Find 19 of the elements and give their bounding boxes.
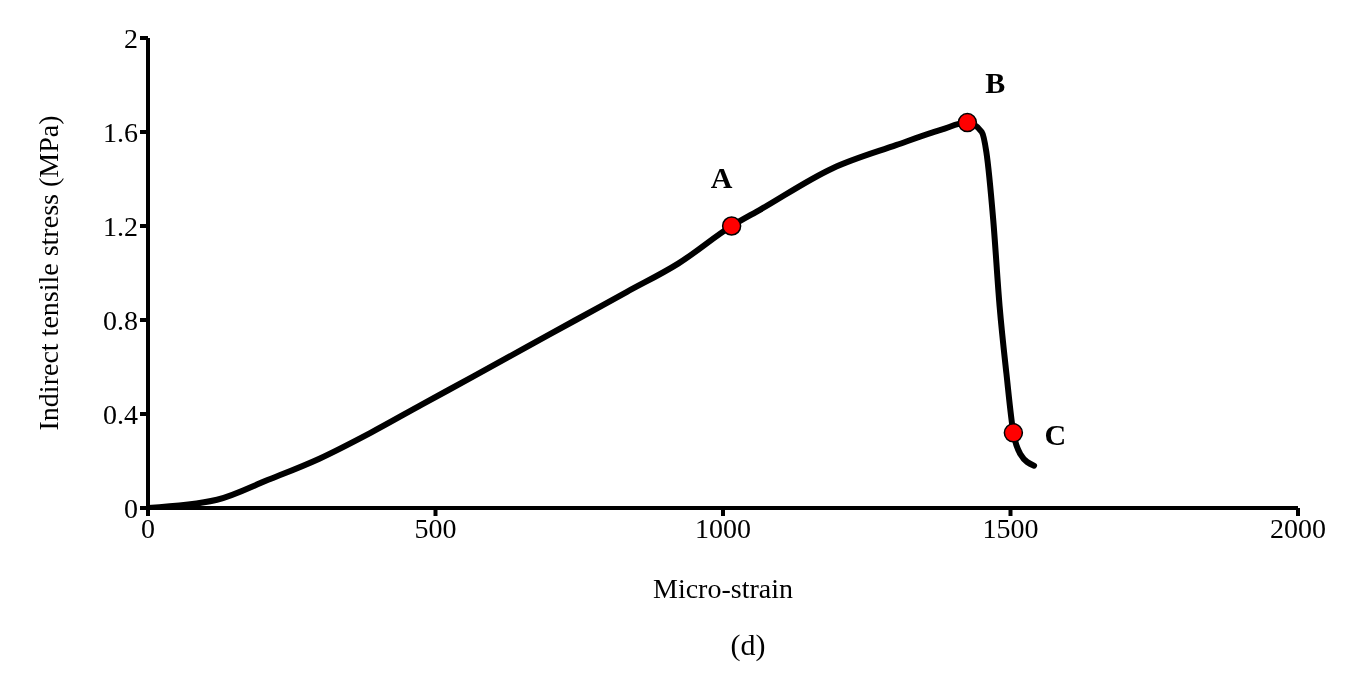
y-tick-label: 0 — [124, 492, 138, 524]
x-tick-label: 500 — [414, 512, 457, 544]
annotation: A — [710, 161, 733, 194]
y-tick-label: 2 — [124, 22, 138, 54]
y-tick-label: 0.4 — [103, 398, 138, 430]
point — [721, 216, 742, 236]
y-axis-title: Indirect tensile stress (MPa) — [32, 115, 64, 431]
annotation: B — [985, 65, 1006, 99]
x-axis-title: Micro-strain — [653, 573, 793, 604]
y-tick-label: 1.6 — [103, 116, 138, 148]
point — [1003, 423, 1024, 443]
point — [957, 112, 978, 133]
x-tick-label: 1000 — [695, 512, 751, 544]
annotation: C — [1044, 417, 1067, 451]
text: (d) — [729, 628, 767, 662]
x-tick-label: 1500 — [982, 512, 1039, 544]
y-tick-label: 0.8 — [103, 304, 138, 336]
y-tick-label: 1.2 — [103, 210, 138, 242]
x-tick-label: 2000 — [1270, 512, 1326, 544]
